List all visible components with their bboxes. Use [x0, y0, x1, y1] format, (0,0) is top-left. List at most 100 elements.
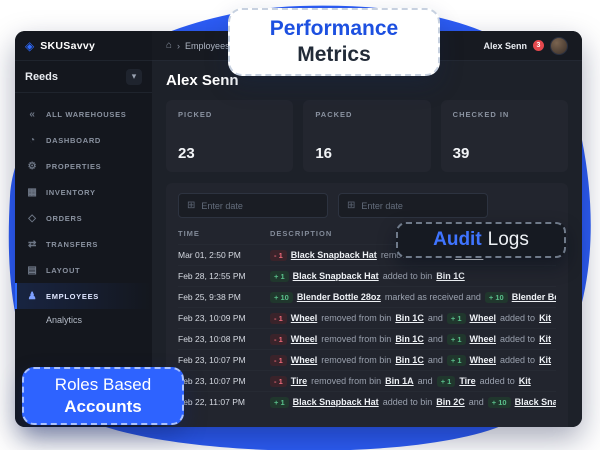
entity-link[interactable]: Wheel	[469, 355, 497, 365]
table-row[interactable]: Feb 23, 10:08 PM - 1 Wheel removed from bin…	[178, 328, 556, 349]
qty-badge: + 1	[446, 333, 466, 345]
sidebar-nav: « ALL WAREHOUSES ◔ DASHBOARD ⚙ PROPERTIES ▦ INV…	[15, 93, 152, 309]
user-menu[interactable]: Alex Senn 3	[483, 36, 568, 55]
entity-link[interactable]: Kit	[539, 334, 552, 344]
workspace-switcher[interactable]: Reeds ▾	[15, 61, 152, 93]
entity-link[interactable]: Bin 1A	[385, 376, 414, 386]
description-text: removed from bin	[321, 334, 392, 344]
sidebar-item-employees[interactable]: ♟ EMPLOYEES	[15, 283, 152, 309]
callout-performance-line2: Metrics	[297, 43, 371, 66]
employees-icon: ♟	[27, 290, 38, 302]
properties-icon: ⚙	[27, 160, 38, 172]
entity-link[interactable]: Tire	[459, 376, 476, 386]
entity-link[interactable]: Bin 2C	[436, 397, 465, 407]
metric-label: CHECKED IN	[452, 110, 510, 119]
sidebar-item-transfers[interactable]: ⇄ TRANSFERS	[15, 231, 152, 257]
description-text: and	[427, 355, 443, 365]
date-from-input[interactable]	[201, 200, 319, 211]
sidebar-item-orders[interactable]: ◇ ORDERS	[15, 205, 152, 231]
entity-link[interactable]: Black Snapback Hat	[290, 250, 377, 260]
metric-label: PACKED	[315, 110, 353, 119]
user-name: Alex Senn	[483, 40, 527, 51]
callout-roles-line1: Roles Based	[54, 374, 152, 394]
qty-badge: - 1	[270, 312, 287, 324]
table-row[interactable]: Feb 23, 10:07 PM - 1 Tire removed from bin B…	[178, 370, 556, 391]
calendar-icon: ⊞	[347, 200, 356, 211]
entity-link[interactable]: Wheel	[290, 355, 318, 365]
date-to-input[interactable]	[361, 200, 479, 211]
entity-link[interactable]: Kit	[539, 355, 552, 365]
brand-name: SKUSavvy	[40, 39, 96, 52]
table-body: Mar 01, 2:50 PM - 1 Black Snapback Hat remo…	[178, 244, 556, 412]
sidebar-item-analytics[interactable]: Analytics	[46, 315, 83, 325]
avatar[interactable]	[550, 36, 568, 55]
sidebar-item-label: TRANSFERS	[46, 239, 99, 249]
sidebar-item-label: ORDERS	[46, 213, 83, 223]
description-text: added to	[500, 355, 536, 365]
table-row[interactable]: Feb 23, 10:09 PM - 1 Wheel removed from bin…	[178, 307, 556, 328]
date-from-field[interactable]: ⊞	[178, 193, 328, 218]
date-filter-row: ⊞ ⊞	[178, 193, 556, 218]
qty-badge: - 1	[270, 375, 287, 387]
row-description: - 1 Tire removed from bin Bin 1A and + 1 Tire a…	[270, 375, 556, 387]
entity-link[interactable]: Black Snapb	[514, 397, 556, 407]
description-text: added to bin	[382, 271, 433, 281]
chevron-down-icon[interactable]: ▾	[126, 68, 142, 85]
table-row[interactable]: Feb 23, 10:07 PM - 1 Wheel removed from bin…	[178, 349, 556, 370]
entity-link[interactable]: Black Snapback Hat	[292, 271, 379, 281]
entity-link[interactable]: Blender Bottle 28oz	[296, 292, 381, 302]
entity-link[interactable]: Kit	[539, 313, 552, 323]
entity-link[interactable]: Tire	[290, 376, 308, 386]
brand-logo[interactable]: ◈ SKUSavvy	[15, 31, 152, 61]
sidebar-item-all-warehouses[interactable]: « ALL WAREHOUSES	[15, 101, 152, 127]
row-time: Feb 23, 10:07 PM	[178, 376, 246, 386]
sidebar-item-label: INVENTORY	[46, 187, 96, 197]
entity-link[interactable]: Bin 1C	[395, 334, 424, 344]
entity-link[interactable]: Kit	[518, 376, 531, 386]
entity-link[interactable]: Bin 1C	[395, 313, 424, 323]
metric-card-packed: PACKED 16	[303, 100, 431, 172]
metrics-row: PICKED 23 PACKED 16 CHECKED IN 39	[166, 100, 568, 172]
qty-badge: + 10	[270, 291, 293, 303]
entity-link[interactable]: Bin 1C	[436, 271, 465, 281]
entity-link[interactable]: Black Snapback Hat	[292, 397, 379, 407]
home-icon[interactable]: ⌂	[166, 40, 173, 51]
sidebar: ◈ SKUSavvy Reeds ▾ « ALL WAREHOUSES ◔ DASHB…	[15, 31, 152, 427]
callout-audit-word2: Logs	[487, 229, 529, 250]
description-text: and	[427, 334, 443, 344]
row-description: + 10 Blender Bottle 28oz marked as receive…	[270, 291, 556, 303]
metric-card-picked: PICKED 23	[166, 100, 294, 172]
entity-link[interactable]: Bin 1C	[395, 355, 424, 365]
breadcrumb-item-employees[interactable]: Employees	[185, 40, 230, 51]
sidebar-item-layout[interactable]: ▤ LAYOUT	[15, 257, 152, 283]
row-time: Feb 23, 10:09 PM	[178, 313, 246, 323]
table-row[interactable]: Feb 28, 12:55 PM + 1 Black Snapback Hat add…	[178, 265, 556, 286]
callout-roles-based-accounts: Roles Based Accounts	[22, 367, 184, 425]
entity-link[interactable]: Wheel	[290, 334, 318, 344]
table-row[interactable]: Feb 25, 9:38 PM + 10 Blender Bottle 28oz ma…	[178, 286, 556, 307]
layout-icon: ▤	[27, 264, 38, 276]
notification-badge[interactable]: 3	[533, 40, 544, 51]
app-window: ◈ SKUSavvy Reeds ▾ « ALL WAREHOUSES ◔ DASHB…	[15, 31, 582, 427]
date-to-field[interactable]: ⊞	[338, 193, 488, 218]
sidebar-item-inventory[interactable]: ▦ INVENTORY	[15, 179, 152, 205]
callout-audit-word1: Audit	[433, 229, 482, 250]
sidebar-item-dashboard[interactable]: ◔ DASHBOARD	[15, 127, 152, 153]
entity-link[interactable]: Blender Bottl	[511, 292, 556, 302]
entity-link[interactable]: Wheel	[290, 313, 318, 323]
inventory-icon: ▦	[27, 186, 38, 198]
table-row[interactable]: Feb 22, 11:07 PM + 1 Black Snapback Hat add…	[178, 391, 556, 412]
entity-link[interactable]: Wheel	[469, 313, 497, 323]
qty-badge: - 1	[270, 354, 287, 366]
description-text: added to	[500, 334, 536, 344]
sidebar-item-properties[interactable]: ⚙ PROPERTIES	[15, 153, 152, 179]
sidebar-item-label: DASHBOARD	[46, 135, 102, 145]
row-time: Mar 01, 2:50 PM	[178, 250, 241, 260]
column-header-time: TIME	[178, 229, 200, 238]
row-description: - 1 Wheel removed from bin Bin 1C and + 1 Whee…	[270, 354, 556, 366]
audit-panel: ⊞ ⊞ TIME DESCRIPTION Mar 01,	[166, 183, 568, 427]
warehouses-icon: «	[29, 108, 36, 120]
description-text: marked as received and	[384, 292, 481, 302]
entity-link[interactable]: Wheel	[469, 334, 497, 344]
